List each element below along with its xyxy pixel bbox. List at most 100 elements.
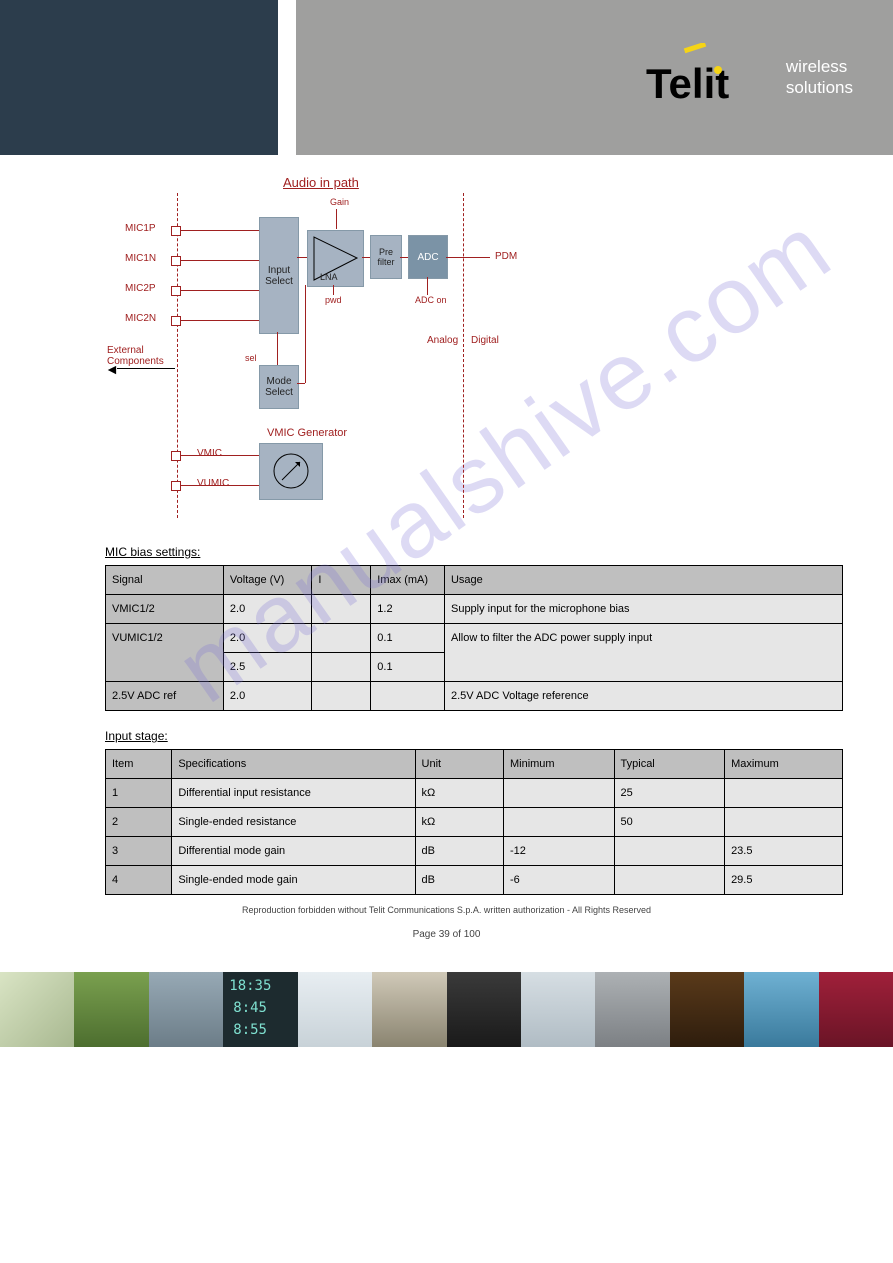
footer-disclaimer: Reproduction forbidden without Telit Com… (0, 905, 893, 923)
page-content: manualshive.com Audio in path MIC1P MIC1… (0, 155, 893, 1047)
header-gap (278, 0, 296, 155)
footer-thumb (372, 972, 446, 1047)
table-cell: -12 (503, 837, 614, 866)
logo-tagline: wireless solutions (786, 57, 853, 98)
footer-thumb (819, 972, 893, 1047)
table-cell: 4 (106, 866, 172, 895)
table-cell: kΩ (415, 808, 503, 837)
block-adc: ADC (408, 235, 448, 279)
table-cell: 2 (106, 808, 172, 837)
telit-logo: Telit (646, 43, 766, 113)
table-cell: 2.0 (223, 624, 311, 653)
logo-group: Telit wireless solutions (646, 43, 853, 113)
table-cell: Single-ended mode gain (172, 866, 415, 895)
footer-thumb (595, 972, 669, 1047)
page-number: Page 39 of 100 (0, 923, 893, 942)
t2-col-min: Minimum (503, 750, 614, 779)
label-adc-on: ADC on (415, 295, 447, 305)
footer-thumb: 18:35 8:45 8:55 (223, 972, 297, 1047)
block-vmic-gen (259, 443, 323, 500)
label-vumic: VUMIC (197, 478, 229, 489)
footer-thumb (149, 972, 223, 1047)
port-vumic (171, 481, 181, 491)
table-cell: 29.5 (725, 866, 843, 895)
t2-col-unit: Unit (415, 750, 503, 779)
table-cell: Allow to filter the ADC power supply inp… (444, 624, 842, 682)
block-lna: LNA (307, 230, 364, 287)
table-cell: 0.1 (371, 653, 445, 682)
table-cell: 3 (106, 837, 172, 866)
label-digital: Digital (471, 335, 499, 346)
table-cell: Single-ended resistance (172, 808, 415, 837)
mic-bias-table: Signal Voltage (V) I Imax (mA) Usage VMI… (105, 565, 843, 711)
table-cell: -6 (503, 866, 614, 895)
table-cell: 2.5V ADC ref (106, 682, 224, 711)
t1-col-usage: Usage (444, 566, 842, 595)
label-pwd: pwd (325, 295, 342, 305)
diagram-boundary-right (463, 193, 464, 518)
block-input-select: Input Select (259, 217, 299, 334)
table-cell: dB (415, 866, 503, 895)
label-analog: Analog (427, 335, 458, 346)
table-cell: VMIC1/2 (106, 595, 224, 624)
table-cell (312, 653, 371, 682)
table-cell (614, 866, 725, 895)
table-cell: Supply input for the microphone bias (444, 595, 842, 624)
t1-col-imax: Imax (mA) (371, 566, 445, 595)
table-cell: 23.5 (725, 837, 843, 866)
footer-thumb (447, 972, 521, 1047)
label-vmic: VMIC (197, 448, 222, 459)
port-mic2p (171, 286, 181, 296)
table-cell: 25 (614, 779, 725, 808)
label-pdm: PDM (495, 251, 517, 262)
table-cell (371, 682, 445, 711)
label-mic1p: MIC1P (125, 223, 156, 234)
table-cell (312, 682, 371, 711)
table-cell (312, 624, 371, 653)
tagline-line2: solutions (786, 78, 853, 97)
port-vmic (171, 451, 181, 461)
table-cell: 50 (614, 808, 725, 837)
footer-thumb (670, 972, 744, 1047)
t2-col-typ: Typical (614, 750, 725, 779)
table-cell: Differential mode gain (172, 837, 415, 866)
t1-col-i: I (312, 566, 371, 595)
input-stage-table: Item Specifications Unit Minimum Typical… (105, 749, 843, 895)
t2-col-max: Maximum (725, 750, 843, 779)
table-cell: 1.2 (371, 595, 445, 624)
label-sel: sel (245, 353, 257, 363)
label-mic2n: MIC2N (125, 313, 156, 324)
port-mic1n (171, 256, 181, 266)
footer-image-strip: 18:35 8:45 8:55 (0, 972, 893, 1047)
t1-col-voltage: Voltage (V) (223, 566, 311, 595)
header-bar: Telit wireless solutions (0, 0, 893, 155)
table-cell: 2.5 (223, 653, 311, 682)
block-pre-filter: Pre filter (370, 235, 402, 279)
table-cell: kΩ (415, 779, 503, 808)
port-mic1p (171, 226, 181, 236)
diagram-title: Audio in path (283, 175, 359, 190)
table-cell: 2.0 (223, 595, 311, 624)
table-cell (725, 779, 843, 808)
table-cell (614, 837, 725, 866)
table-cell (725, 808, 843, 837)
table-cell: Differential input resistance (172, 779, 415, 808)
t2-col-item: Item (106, 750, 172, 779)
audio-in-path-diagram: Audio in path MIC1P MIC1N MIC2P MIC2N Ex… (105, 175, 545, 520)
t1-col-signal: Signal (106, 566, 224, 595)
table-cell (503, 779, 614, 808)
diagram-boundary-left (177, 193, 178, 518)
footer-thumb (521, 972, 595, 1047)
table-cell (312, 595, 371, 624)
header-left-panel (0, 0, 278, 155)
label-mic1n: MIC1N (125, 253, 156, 264)
table-cell (503, 808, 614, 837)
footer-thumb (744, 972, 818, 1047)
footer-thumb (298, 972, 372, 1047)
table-cell: 2.0 (223, 682, 311, 711)
footer-thumb (74, 972, 148, 1047)
table-cell: 1 (106, 779, 172, 808)
label-gain: Gain (330, 197, 349, 207)
table2-title: Input stage: (105, 729, 843, 743)
lna-label: LNA (320, 272, 338, 282)
